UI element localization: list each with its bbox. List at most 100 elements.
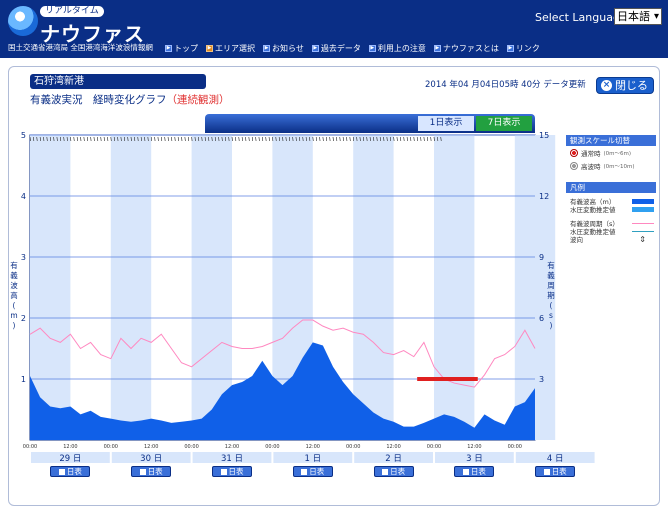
logo-title[interactable]: ナウファス (40, 22, 145, 46)
day-table-button[interactable]: 日表 (373, 466, 414, 477)
day-table-label: 日表 (309, 467, 325, 476)
nav-item-label: 過去データ (320, 44, 361, 53)
subtitle-mode: （連続観測） (166, 94, 230, 106)
table-icon (139, 469, 146, 475)
nav-item[interactable]: ▶ トップ (165, 43, 198, 54)
wave-direction-mark (93, 136, 95, 142)
wave-direction-mark (265, 136, 267, 142)
wave-direction-mark (329, 136, 331, 142)
arrow-right-icon: ▶ (311, 45, 319, 52)
day-band (435, 452, 514, 463)
wave-direction-mark (184, 136, 186, 142)
wave-direction-mark (60, 136, 62, 142)
wave-direction-mark (319, 136, 321, 142)
day-table-label: 日表 (390, 467, 406, 476)
wave-direction-mark (336, 136, 338, 142)
wave-direction-mark (224, 136, 227, 142)
nav-item-label: お知らせ (272, 44, 304, 53)
scale-normal-option[interactable]: 通常時 (0m～6m) (566, 146, 656, 159)
y-tick-left: 3 (21, 253, 26, 262)
wave-direction-mark (97, 136, 99, 142)
wave-direction-mark (255, 136, 257, 142)
wave-direction-mark (147, 136, 149, 142)
wave-direction-mark (137, 136, 139, 142)
scale-high-option[interactable]: 高波時 (0m～10m) (566, 159, 656, 172)
day-table-button[interactable]: 日表 (454, 466, 495, 477)
tab-7day[interactable]: 7日表示 (476, 116, 532, 131)
wave-direction-mark (39, 136, 41, 142)
wave-direction-mark (167, 136, 169, 142)
table-icon (220, 469, 227, 475)
wave-direction-mark (29, 136, 31, 142)
wave-direction-mark (140, 136, 142, 142)
legend-label: 有義波周期（s） (570, 220, 619, 228)
wave-direction-mark (403, 136, 405, 142)
sidebar: 観測スケール切替 通常時 (0m～6m) 高波時 (0m～10m) 凡例 有義波… (566, 135, 656, 270)
wave-direction-mark (282, 136, 284, 142)
table-icon (462, 469, 469, 475)
legend-label: 水圧変動推定値 (570, 228, 616, 236)
wave-direction-mark (80, 136, 82, 142)
tab-1day[interactable]: 1日表示 (418, 116, 474, 131)
day-table-button[interactable]: 日表 (131, 466, 172, 477)
wave-direction-mark (278, 136, 280, 142)
radio-selected-icon[interactable] (570, 148, 578, 157)
wave-direction-mark (127, 136, 129, 142)
scale-normal-range: (0m～6m) (603, 150, 632, 157)
wave-direction-mark (433, 136, 435, 142)
wave-direction-mark (248, 136, 250, 142)
day-table-button[interactable]: 日表 (535, 466, 576, 477)
wave-direction-mark (420, 136, 422, 142)
day-label: 29 日 (59, 454, 81, 464)
day-table-button[interactable]: 日表 (50, 466, 91, 477)
day-table-button[interactable]: 日表 (292, 466, 333, 477)
wave-direction-mark (110, 136, 112, 142)
nav-item[interactable]: ▶ 利用上の注意 (368, 43, 426, 54)
arrow-right-icon: ▶ (506, 45, 514, 52)
day-band (354, 452, 433, 463)
legend-header: 凡例 (566, 182, 656, 193)
subtitle-text: 有義波実況 経時変化グラフ (30, 94, 167, 106)
radio-unselected-icon[interactable] (570, 161, 578, 170)
nav-item[interactable]: ▶ エリア選択 (206, 43, 255, 54)
wave-direction-mark (66, 136, 68, 142)
wave-direction-mark (113, 136, 115, 142)
wave-direction-mark (211, 136, 213, 142)
y-tick-left: 5 (21, 131, 26, 140)
nav-item-label: 利用上の注意 (377, 44, 426, 53)
wave-direction-mark (369, 136, 371, 142)
wave-direction-mark (268, 136, 270, 142)
series-line-wave-period (29, 319, 536, 388)
day-label: 31 日 (221, 454, 243, 464)
wave-direction-mark (238, 136, 240, 142)
wave-direction-mark (150, 136, 152, 142)
wave-direction-mark (49, 136, 51, 142)
table-icon (58, 469, 65, 475)
nav-item[interactable]: ▶ お知らせ (263, 43, 304, 54)
wave-direction-mark (366, 136, 368, 142)
wave-direction-icon: ⇕ (639, 234, 646, 244)
close-button[interactable]: × 閉じる (596, 77, 654, 94)
wave-direction-mark (426, 136, 429, 142)
table-icon (382, 469, 389, 475)
wave-direction-mark (423, 136, 425, 142)
main-nav: ▶ トップ ▶ エリア選択 ▶ お知らせ ▶ 過去データ ▶ 利用上の注意 ▶ ナウファスとは ▶ リンク (165, 43, 540, 54)
wave-direction-mark (221, 136, 223, 142)
wave-direction-mark (241, 136, 243, 142)
wave-direction-mark (352, 136, 354, 142)
time-band (434, 135, 475, 440)
x-tick-label: 00:00 (508, 444, 522, 450)
logo-icon[interactable] (8, 6, 38, 36)
x-tick-label: 00:00 (104, 444, 118, 450)
legend-swatch (632, 198, 654, 204)
nav-item[interactable]: ▶ リンク (506, 43, 540, 54)
wave-direction-mark (181, 136, 183, 142)
logo-subtitle: リアルタイム (40, 6, 104, 17)
wave-direction-mark (157, 136, 159, 142)
nav-item[interactable]: ▶ 過去データ (311, 43, 361, 54)
nav-item[interactable]: ▶ ナウファスとは (433, 43, 499, 54)
scale-high-range: (0m～10m) (603, 163, 635, 170)
wave-direction-mark (130, 136, 132, 142)
language-select[interactable]: 日本語 (614, 8, 662, 25)
day-table-button[interactable]: 日表 (212, 466, 252, 477)
